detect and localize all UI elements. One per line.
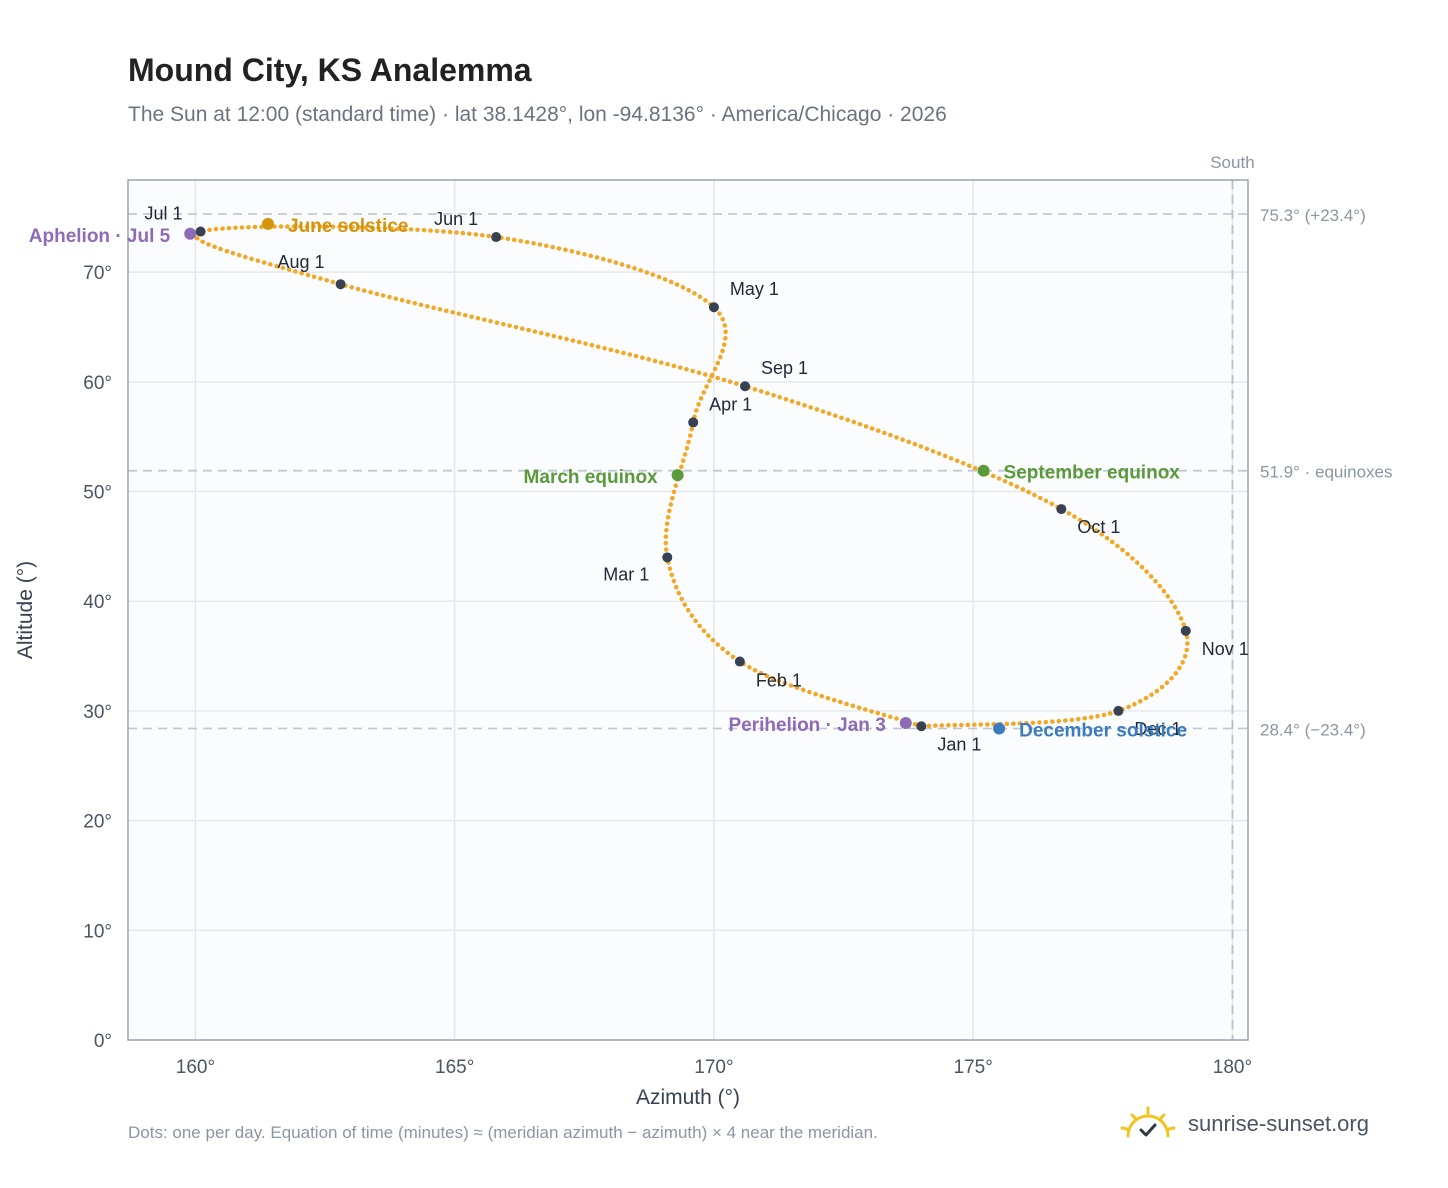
reference-line-label: 75.3° (+23.4°) [1260, 206, 1366, 225]
analemma-curve [193, 224, 1190, 729]
chart-title: Mound City, KS Analemma [128, 52, 532, 88]
y-axis-label: Altitude (°) [14, 561, 37, 659]
event-marker [899, 716, 912, 729]
footnote: Dots: one per day. Equation of time (min… [128, 1123, 878, 1142]
month-marker [195, 226, 206, 237]
month-marker [708, 302, 719, 313]
reference-line-label: 28.4° (−23.4°) [1260, 720, 1366, 739]
month-marker [688, 417, 699, 428]
month-marker-label: Nov 1 [1202, 639, 1249, 659]
x-tick-label: 175° [954, 1057, 993, 1078]
month-marker-label: Jun 1 [434, 209, 478, 229]
event-marker [184, 227, 197, 240]
month-marker-label: Sep 1 [761, 358, 808, 378]
month-marker-label: May 1 [730, 279, 779, 299]
reference-lines: 75.3° (+23.4°) 51.9° · equinoxes 28.4° (−2… [128, 206, 1393, 739]
month-marker-label: Oct 1 [1077, 517, 1120, 537]
brand-logo[interactable]: sunrise-sunset.org [1120, 1102, 1369, 1146]
axis-ticks: 160° 165° 170° 175° 180° 0° 10° 20° 30° 40° 50° 60°… [83, 263, 1252, 1078]
event-marker-label: September equinox [1004, 463, 1181, 484]
event-marker [262, 217, 274, 230]
month-marker [734, 656, 745, 667]
event-marker [993, 722, 1006, 735]
event-marker-label: Perihelion · Jan 3 [728, 715, 885, 736]
x-tick-label: 180° [1213, 1057, 1252, 1078]
event-marker-label: June solstice [288, 216, 408, 237]
y-tick-label: 30° [83, 702, 112, 723]
reference-line-label: 51.9° · equinoxes [1260, 463, 1393, 482]
month-marker-label: Aug 1 [278, 252, 325, 272]
event-marker [977, 464, 990, 477]
month-marker-label: Mar 1 [603, 564, 649, 584]
month-marker [1056, 504, 1067, 515]
event-marker-label: December solstice [1019, 720, 1187, 741]
y-tick-label: 70° [83, 263, 112, 284]
event-marker-label: March equinox [524, 467, 659, 488]
event-marker [671, 469, 684, 482]
x-tick-label: 160° [176, 1057, 215, 1078]
y-tick-label: 40° [83, 592, 112, 613]
month-marker-label: Feb 1 [756, 671, 802, 691]
month-marker [335, 279, 346, 290]
y-tick-label: 60° [83, 373, 112, 394]
brand-name: sunrise-sunset.org [1188, 1111, 1369, 1136]
y-tick-label: 10° [83, 921, 112, 942]
south-label: South [1210, 153, 1254, 172]
y-tick-label: 20° [83, 812, 112, 833]
x-axis-label: Azimuth (°) [636, 1086, 740, 1109]
month-marker-label: Apr 1 [709, 394, 752, 414]
sun-check-icon [1120, 1106, 1176, 1138]
month-marker [740, 381, 751, 392]
month-marker [662, 552, 673, 563]
month-markers: Jan 1 Feb 1 Mar 1 Apr 1 May 1 Jun 1 Jul 1 Aug 1… [145, 204, 1249, 755]
event-marker-label: Aphelion · Jul 5 [29, 226, 171, 247]
month-marker-label: Dec 1 [1134, 719, 1181, 739]
south-marker: South [1210, 153, 1255, 1040]
month-marker [916, 721, 927, 732]
x-tick-label: 170° [694, 1057, 733, 1078]
month-marker-label: Jan 1 [937, 734, 981, 754]
month-marker [1180, 625, 1191, 636]
x-tick-label: 165° [435, 1057, 474, 1078]
month-marker-label: Jul 1 [145, 204, 183, 224]
month-marker [491, 232, 502, 243]
chart-subtitle: The Sun at 12:00 (standard time) · lat 3… [128, 103, 947, 126]
event-markers: Aphelion · Jul 5 June solstice March equin… [29, 216, 1187, 742]
y-tick-label: 0° [94, 1031, 112, 1052]
analemma-daily-dots [193, 224, 1190, 729]
plot-frame [127, 179, 1249, 1041]
month-marker [1113, 705, 1124, 716]
y-tick-label: 50° [83, 483, 112, 504]
